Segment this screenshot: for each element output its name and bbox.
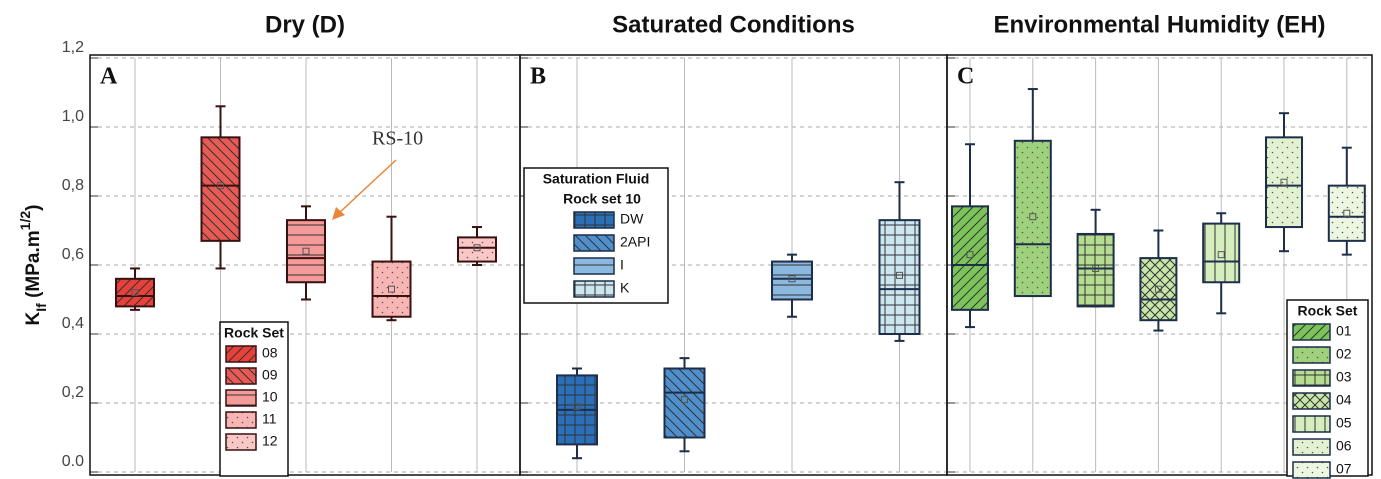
mean	[302, 247, 310, 255]
mean	[681, 396, 688, 404]
y-tick-label: 0.0	[62, 453, 84, 470]
legend-label: 08	[262, 345, 278, 361]
panel-label: C	[957, 64, 974, 90]
legend-swatch	[573, 257, 615, 275]
mean	[1092, 264, 1100, 272]
y-tick-label: 1,0	[62, 108, 84, 125]
legend-swatch	[225, 433, 257, 451]
legend-label: K	[620, 280, 630, 296]
mean	[131, 289, 139, 297]
y-tick-label: 0,2	[62, 384, 84, 401]
legend-title: Rock Set	[1298, 303, 1358, 319]
panel-label: B	[530, 64, 546, 90]
y-axis-label-part: If	[33, 303, 49, 312]
legend-swatch	[225, 345, 257, 363]
mean	[473, 244, 481, 252]
legend-label: 06	[1336, 438, 1352, 454]
y-tick-label: 0,6	[62, 246, 84, 263]
box	[286, 219, 326, 284]
panel-title: Saturated Conditions	[612, 11, 855, 38]
legend-label: 02	[1336, 346, 1352, 362]
box	[951, 205, 989, 311]
legend-label: I	[620, 257, 624, 273]
y-axis-label-part: )	[23, 205, 44, 211]
box	[1327, 184, 1366, 242]
legend-title: Saturation Fluid	[543, 171, 650, 187]
mean	[1029, 213, 1037, 221]
legend-label: 2API	[620, 234, 650, 250]
legend-label: DW	[620, 211, 644, 227]
y-axis-label-part: (MPa.m	[23, 230, 44, 303]
legend-label: 04	[1336, 392, 1352, 408]
legend-swatch	[225, 389, 257, 407]
panel-title: Environmental Humidity (EH)	[993, 11, 1325, 38]
box	[371, 260, 412, 318]
mean	[966, 251, 974, 259]
annotation-arrowhead	[332, 207, 345, 220]
mean	[896, 271, 903, 279]
box	[1202, 222, 1241, 284]
legend-swatch	[1292, 392, 1331, 410]
legend-swatch	[573, 234, 615, 252]
box	[1076, 232, 1115, 308]
legend-label: 11	[262, 411, 277, 427]
legend-swatch	[1292, 461, 1331, 479]
annotation: RS-10	[372, 128, 423, 150]
legend-title: Rock Set	[224, 325, 284, 341]
mean	[217, 182, 224, 190]
annotation-arrow	[337, 159, 397, 215]
y-axis-label-part: K	[23, 311, 44, 325]
mean	[573, 402, 581, 410]
legend-swatch	[573, 211, 615, 229]
legend-subtitle: Rock set 10	[563, 191, 641, 207]
legend-label: 12	[262, 433, 278, 449]
mean	[788, 275, 796, 283]
legend-swatch	[1292, 415, 1331, 433]
y-tick-label: 0,8	[62, 177, 84, 194]
legend-swatch	[1292, 346, 1331, 364]
mean	[388, 285, 395, 293]
mean	[1280, 178, 1288, 186]
legend-label: 10	[262, 389, 278, 405]
panel-title: Dry (D)	[265, 11, 345, 38]
legend-label: 09	[262, 367, 278, 383]
legend-swatch	[1292, 369, 1331, 387]
y-axis-label: KIf (MPa.m1/2)	[17, 205, 49, 326]
legend-label: 01	[1336, 323, 1352, 339]
panel-label: A	[100, 64, 118, 90]
box	[771, 260, 813, 301]
box	[878, 219, 921, 335]
box	[1013, 139, 1052, 298]
mean	[1154, 285, 1162, 293]
legend-label: 07	[1336, 461, 1352, 477]
box	[457, 236, 497, 263]
box	[1139, 257, 1178, 322]
y-axis-label-part: 1/2	[17, 211, 33, 231]
box	[115, 277, 155, 308]
legend-label: 05	[1336, 415, 1352, 431]
panel-frame	[946, 54, 1373, 476]
box	[1265, 136, 1303, 229]
y-tick-label: 0,4	[62, 315, 84, 332]
legend-swatch	[1292, 323, 1331, 341]
mean	[1217, 251, 1225, 259]
legend-label: 03	[1336, 369, 1352, 385]
mean	[1343, 209, 1351, 217]
legend-swatch	[225, 367, 257, 385]
legend-swatch	[225, 411, 257, 429]
legend-swatch	[573, 280, 615, 298]
y-tick-label: 1,2	[62, 39, 84, 56]
legend-swatch	[1292, 438, 1331, 456]
